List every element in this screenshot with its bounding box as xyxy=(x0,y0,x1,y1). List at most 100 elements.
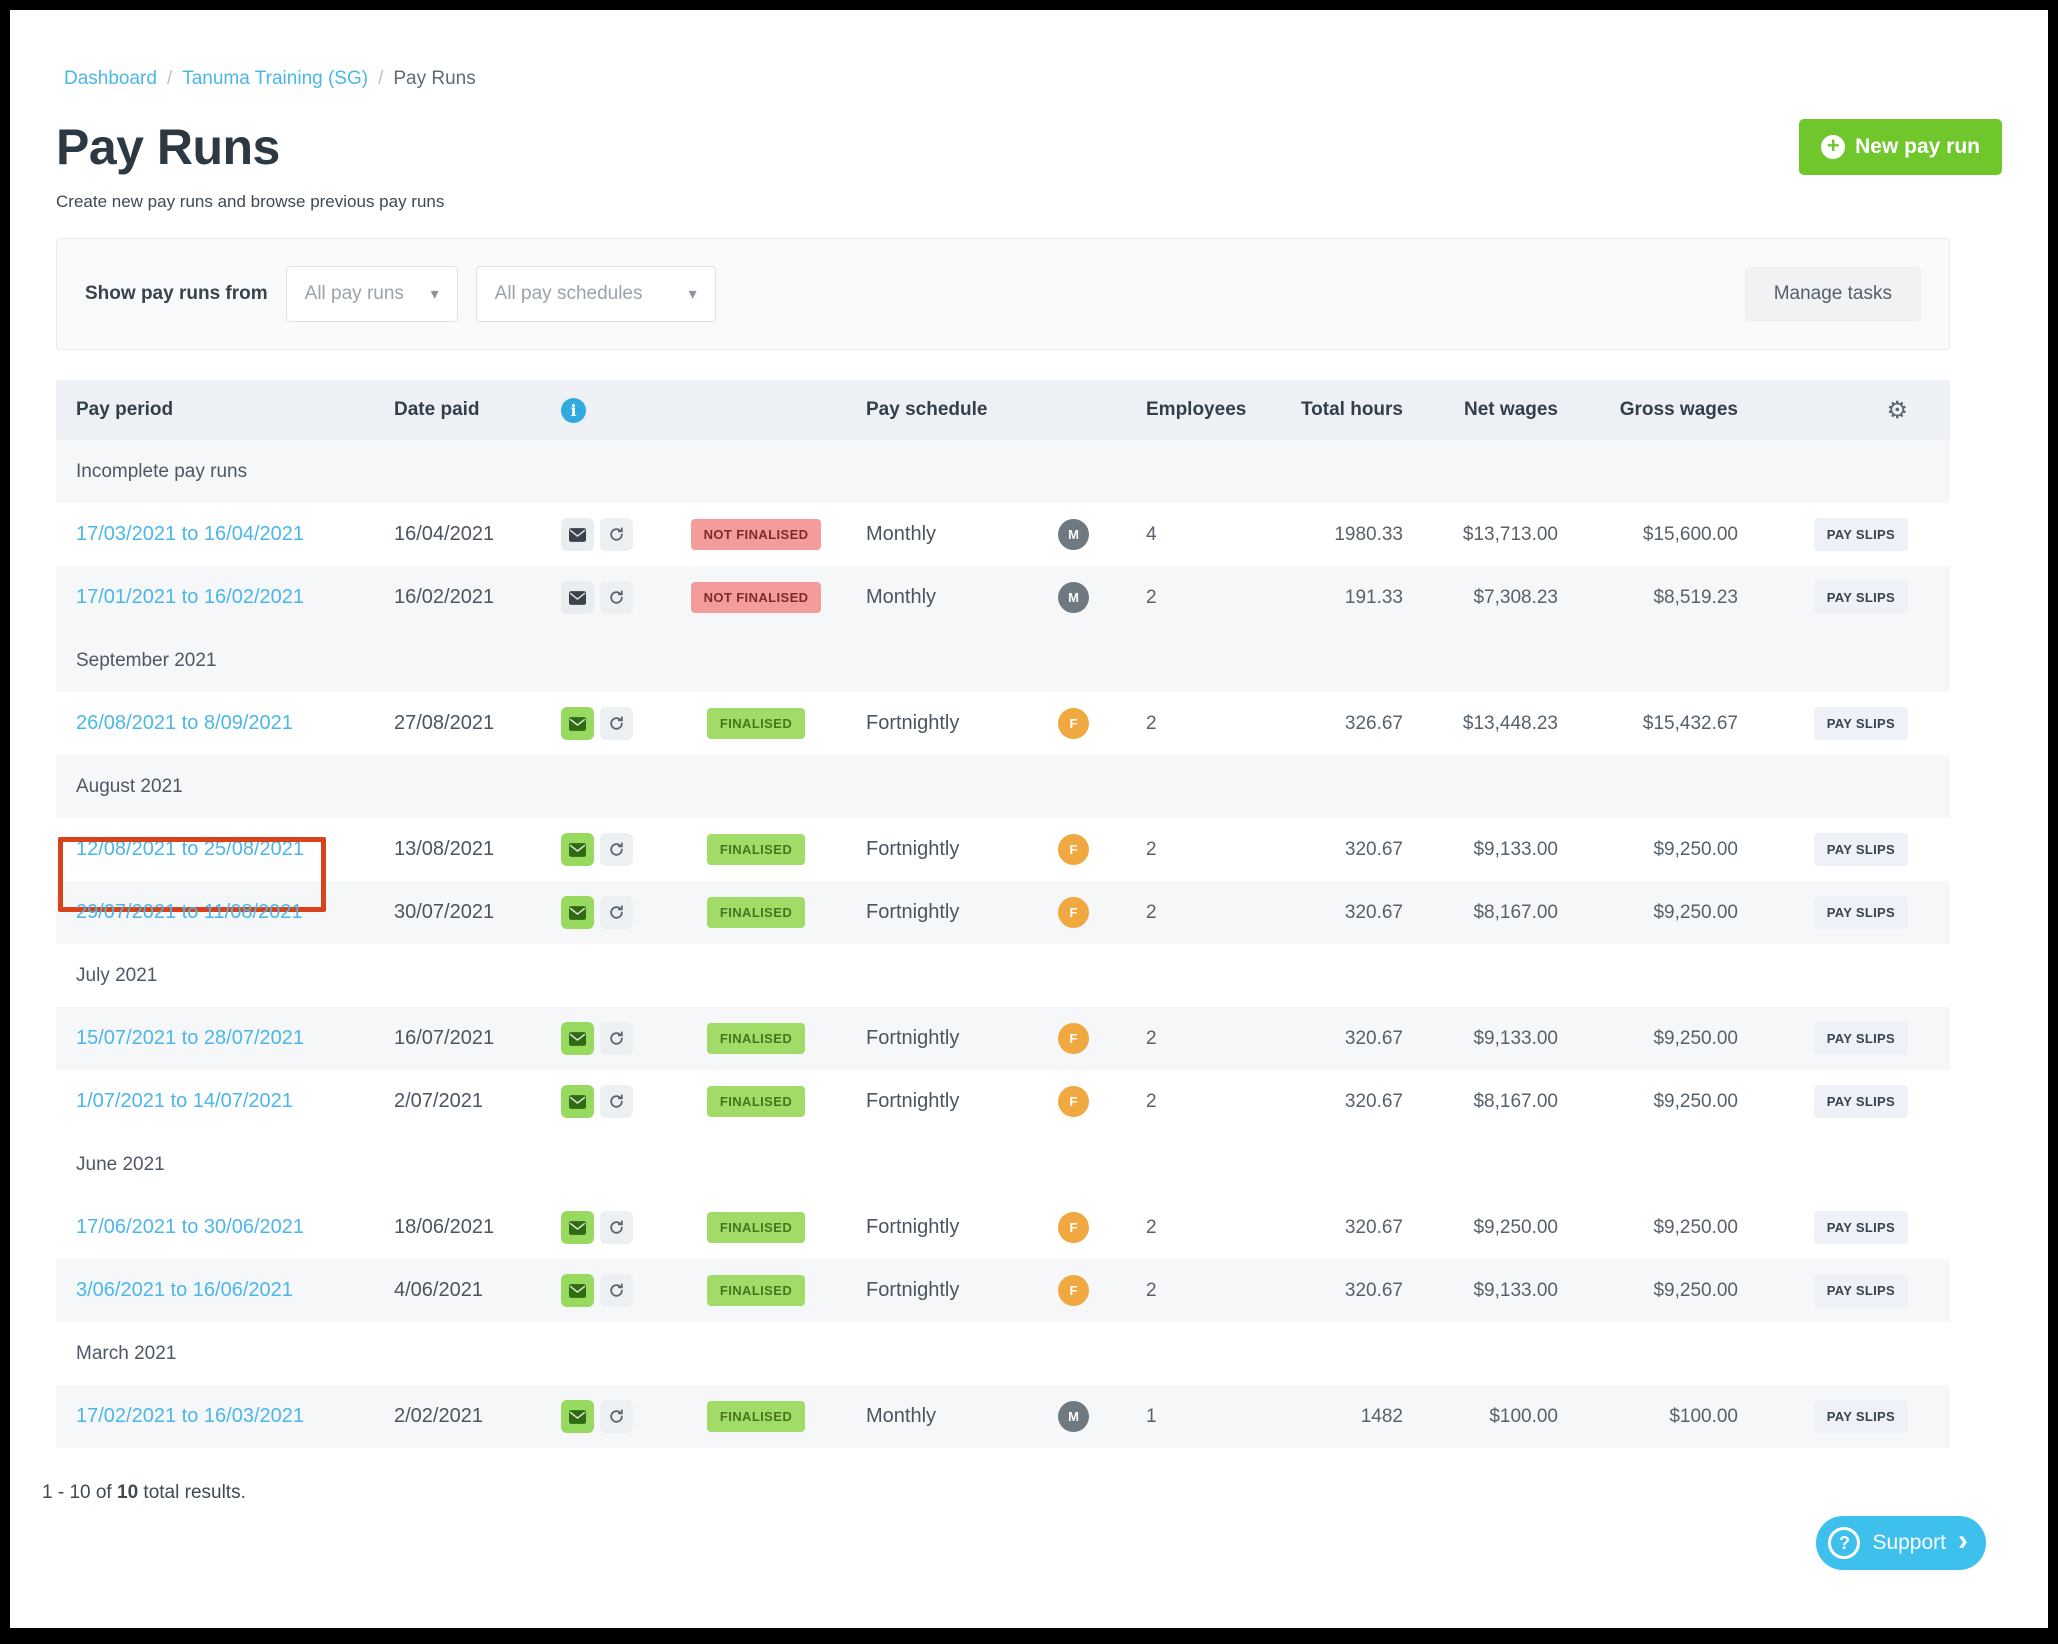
column-header-pay-period: Pay period xyxy=(76,399,174,420)
email-payslips-icon[interactable] xyxy=(561,518,594,551)
column-header-date-paid: Date paid xyxy=(394,399,480,420)
pay-period-link[interactable]: 17/03/2021 to 16/04/2021 xyxy=(76,523,304,545)
pay-run-row: 12/08/2021 to 25/08/2021 13/08/2021 FINA… xyxy=(56,818,1950,912)
pay-slips-button[interactable]: PAY SLIPS xyxy=(1813,581,1908,614)
breadcrumb-business-link[interactable]: Tanuma Training (SG) xyxy=(182,68,369,89)
net-wages-value: $100.00 xyxy=(1489,1405,1558,1427)
pay-period-link[interactable]: 15/07/2021 to 28/07/2021 xyxy=(76,1027,304,1049)
gross-wages-value: $15,600.00 xyxy=(1642,523,1738,545)
pay-slips-button[interactable]: PAY SLIPS xyxy=(1813,518,1908,551)
email-payslips-icon[interactable] xyxy=(561,833,594,866)
date-paid-value: 16/04/2021 xyxy=(394,523,495,545)
net-wages-value: $8,167.00 xyxy=(1473,901,1558,923)
new-pay-run-label: New pay run xyxy=(1855,135,1980,158)
net-wages-value: $9,250.00 xyxy=(1473,1216,1558,1238)
gross-wages-value: $9,250.00 xyxy=(1653,838,1738,860)
status-badge: FINALISED xyxy=(706,708,806,739)
pay-slips-button[interactable]: PAY SLIPS xyxy=(1813,1211,1908,1244)
refresh-icon[interactable] xyxy=(600,896,633,929)
refresh-icon[interactable] xyxy=(600,1022,633,1055)
total-hours-value: 320.67 xyxy=(1344,1090,1403,1112)
date-paid-value: 30/07/2021 xyxy=(394,901,495,923)
support-button[interactable]: ? Support › xyxy=(1816,1516,1986,1570)
breadcrumb-dashboard-link[interactable]: Dashboard xyxy=(64,68,157,89)
pay-slips-button[interactable]: PAY SLIPS xyxy=(1813,1022,1908,1055)
pay-period-link[interactable]: 17/02/2021 to 16/03/2021 xyxy=(76,1405,304,1427)
employees-value: 2 xyxy=(1146,1090,1157,1112)
gear-icon[interactable]: ⚙ xyxy=(1886,396,1908,424)
refresh-icon[interactable] xyxy=(600,518,633,551)
pay-run-row: 17/01/2021 to 16/02/2021 16/02/2021 NOT … xyxy=(56,566,1950,629)
pay-slips-button[interactable]: PAY SLIPS xyxy=(1813,1085,1908,1118)
email-payslips-icon[interactable] xyxy=(561,581,594,614)
section-header-row: September 2021 xyxy=(56,629,1950,692)
pay-slips-button[interactable]: PAY SLIPS xyxy=(1813,1274,1908,1307)
refresh-icon[interactable] xyxy=(600,1211,633,1244)
email-payslips-icon[interactable] xyxy=(561,1085,594,1118)
email-payslips-icon[interactable] xyxy=(561,1022,594,1055)
schedule-badge: F xyxy=(1058,1275,1089,1306)
pay-runs-filter-value: All pay runs xyxy=(304,283,404,304)
email-payslips-icon[interactable] xyxy=(561,1400,594,1433)
employees-value: 4 xyxy=(1146,523,1157,545)
pay-schedule-value: Monthly xyxy=(866,586,937,608)
email-payslips-icon[interactable] xyxy=(561,707,594,740)
pay-runs-filter-dropdown[interactable]: All pay runs ▾ xyxy=(285,266,458,322)
pay-schedules-filter-value: All pay schedules xyxy=(494,283,643,304)
schedule-badge: M xyxy=(1058,582,1089,613)
pay-schedule-value: Fortnightly xyxy=(866,901,960,923)
column-header-net-wages: Net wages xyxy=(1464,399,1558,420)
status-badge: FINALISED xyxy=(706,1275,806,1306)
email-payslips-icon[interactable] xyxy=(561,896,594,929)
pay-period-link[interactable]: 3/06/2021 to 16/06/2021 xyxy=(76,1279,293,1301)
column-header-gross-wages: Gross wages xyxy=(1619,399,1738,420)
envelope-icon xyxy=(569,1094,586,1109)
pay-period-link[interactable]: 17/06/2021 to 30/06/2021 xyxy=(76,1216,304,1238)
pay-period-link[interactable]: 17/01/2021 to 16/02/2021 xyxy=(76,586,304,608)
pay-period-link[interactable]: 29/07/2021 to 11/08/2021 xyxy=(76,901,303,923)
pay-slips-button[interactable]: PAY SLIPS xyxy=(1813,1400,1908,1433)
pay-run-row: 17/03/2021 to 16/04/2021 16/04/2021 NOT … xyxy=(56,503,1950,566)
pay-period-link[interactable]: 1/07/2021 to 14/07/2021 xyxy=(76,1090,293,1112)
status-badge: FINALISED xyxy=(706,1212,806,1243)
info-icon[interactable]: i xyxy=(561,397,586,423)
refresh-icon[interactable] xyxy=(600,833,633,866)
total-hours-value: 320.67 xyxy=(1344,838,1403,860)
net-wages-value: $9,133.00 xyxy=(1473,1027,1558,1049)
gross-wages-value: $9,250.00 xyxy=(1653,1279,1738,1301)
employees-value: 2 xyxy=(1146,838,1157,860)
breadcrumb-current: Pay Runs xyxy=(393,68,476,89)
refresh-icon[interactable] xyxy=(600,581,633,614)
refresh-icon[interactable] xyxy=(600,707,633,740)
pay-schedule-value: Monthly xyxy=(866,1405,937,1427)
pay-slips-button[interactable]: PAY SLIPS xyxy=(1813,896,1908,929)
pay-schedules-filter-dropdown[interactable]: All pay schedules ▾ xyxy=(475,266,716,322)
pay-period-link[interactable]: 12/08/2021 to 25/08/2021 xyxy=(76,838,304,860)
refresh-icon[interactable] xyxy=(600,1400,633,1433)
pay-schedule-value: Monthly xyxy=(866,523,937,545)
envelope-icon xyxy=(569,1220,586,1235)
refresh-icon[interactable] xyxy=(600,1085,633,1118)
new-pay-run-button[interactable]: + New pay run xyxy=(1799,119,2002,175)
column-header-employees: Employees xyxy=(1146,399,1247,420)
pay-schedule-value: Fortnightly xyxy=(866,1027,960,1049)
page-subtitle: Create new pay runs and browse previous … xyxy=(56,192,445,211)
total-hours-value: 326.67 xyxy=(1344,712,1403,734)
gross-wages-value: $9,250.00 xyxy=(1653,1027,1738,1049)
pay-run-row: 17/06/2021 to 30/06/2021 18/06/2021 FINA… xyxy=(56,1196,1950,1259)
schedule-badge: M xyxy=(1058,519,1089,550)
schedule-badge: F xyxy=(1058,834,1089,865)
column-header-total-hours: Total hours xyxy=(1300,399,1403,420)
envelope-icon xyxy=(569,590,586,605)
pay-slips-button[interactable]: PAY SLIPS xyxy=(1813,833,1908,866)
pay-slips-button[interactable]: PAY SLIPS xyxy=(1813,707,1908,740)
email-payslips-icon[interactable] xyxy=(561,1274,594,1307)
pay-run-row: 3/06/2021 to 16/06/2021 4/06/2021 FINALI… xyxy=(56,1259,1950,1322)
net-wages-value: $9,133.00 xyxy=(1473,838,1558,860)
manage-tasks-button[interactable]: Manage tasks xyxy=(1744,267,1921,321)
refresh-icon[interactable] xyxy=(600,1274,633,1307)
email-payslips-icon[interactable] xyxy=(561,1211,594,1244)
total-hours-value: 191.33 xyxy=(1344,586,1403,608)
date-paid-value: 2/07/2021 xyxy=(394,1090,483,1112)
pay-period-link[interactable]: 26/08/2021 to 8/09/2021 xyxy=(76,712,293,734)
